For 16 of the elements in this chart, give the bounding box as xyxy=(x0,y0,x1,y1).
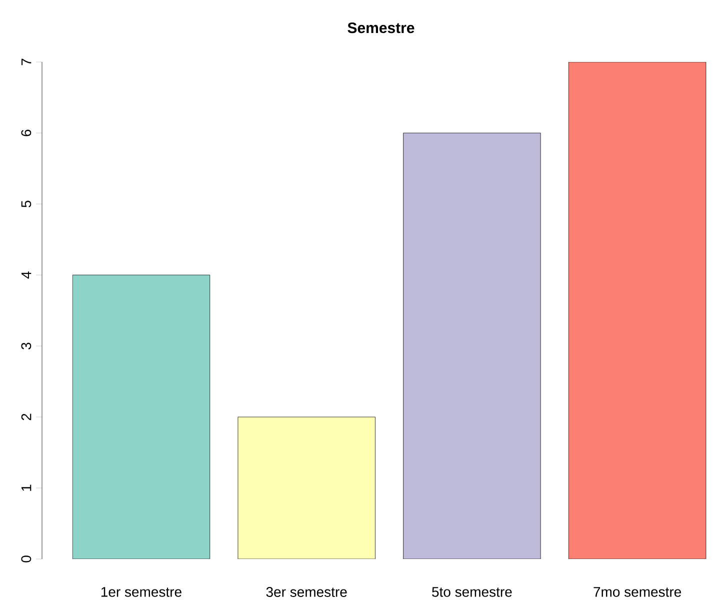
y-tick-label: 7 xyxy=(22,58,32,66)
x-tick-label: 7mo semestre xyxy=(594,587,682,597)
bar xyxy=(403,132,541,559)
y-tick-label: 1 xyxy=(22,484,32,491)
y-tick-label: 4 xyxy=(22,272,32,279)
y-tick-label: 5 xyxy=(21,200,32,208)
x-tick-label: 1er semestre xyxy=(101,587,182,597)
bar xyxy=(72,274,210,559)
bar xyxy=(568,62,706,559)
x-tick-label: 3er semestre xyxy=(266,587,347,597)
y-tick-label: 2 xyxy=(21,414,32,420)
y-tick-label: 3 xyxy=(21,342,32,350)
chart-title: Semestre xyxy=(348,22,414,34)
y-tick-label: 0 xyxy=(21,556,32,562)
y-tick-label: 6 xyxy=(21,130,32,136)
x-tick-label: 5to semestre xyxy=(432,587,512,597)
